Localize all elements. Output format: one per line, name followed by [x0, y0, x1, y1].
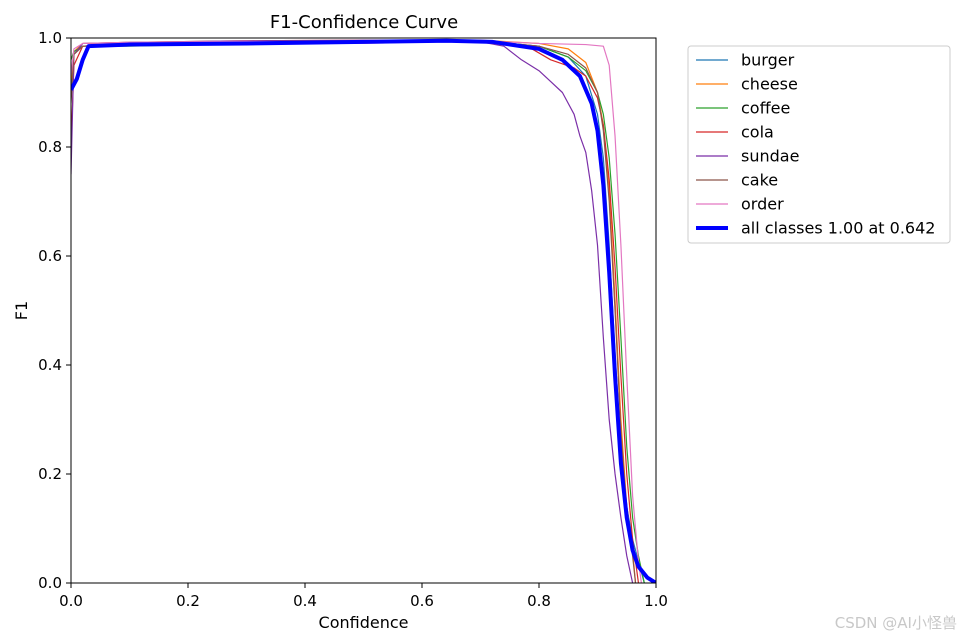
- legend-box: [687, 45, 951, 244]
- series-line-burger: [71, 40, 645, 583]
- series-line-order: [71, 40, 642, 583]
- y-axis-ticks: 0.0 0.2 0.4 0.6 0.8 1.0: [38, 29, 71, 592]
- series-lines: [71, 38, 656, 583]
- legend-label: all classes 1.00 at 0.642: [741, 219, 935, 238]
- legend-label: sundae: [741, 147, 799, 166]
- series-line-cake: [71, 40, 637, 583]
- y-tick-label: 0.8: [38, 138, 62, 156]
- x-tick-label: 1.0: [644, 592, 668, 610]
- series-line-sundae: [71, 39, 634, 583]
- x-axis-ticks: 0.0 0.2 0.4 0.6 0.8 1.0: [59, 583, 668, 610]
- x-tick-label: 0.4: [293, 592, 317, 610]
- x-axis-label: Confidence: [319, 613, 409, 632]
- legend-label: cheese: [741, 75, 798, 94]
- legend-label: coffee: [741, 99, 790, 118]
- series-line-all: [71, 38, 656, 583]
- y-tick-label: 0.0: [38, 574, 62, 592]
- x-tick-label: 0.2: [176, 592, 200, 610]
- legend-label: burger: [741, 51, 795, 70]
- x-tick-label: 0.8: [527, 592, 551, 610]
- plot-frame: [70, 37, 657, 584]
- y-tick-label: 0.4: [38, 356, 62, 374]
- y-axis-label: F1: [12, 301, 31, 320]
- chart-title: F1-Confidence Curve: [270, 12, 458, 33]
- series-line-cola: [71, 40, 640, 583]
- legend: burger cheese coffee cola sundae cake order all…: [687, 45, 951, 244]
- watermark: CSDN @AI小怪兽: [834, 614, 957, 632]
- y-tick-label: 0.6: [38, 247, 62, 265]
- legend-label: order: [741, 195, 784, 214]
- series-line-cheese: [71, 39, 637, 583]
- x-tick-label: 0.0: [59, 592, 83, 610]
- plot-area: [70, 37, 657, 584]
- legend-label: cola: [741, 123, 774, 142]
- series-line-coffee: [71, 40, 645, 583]
- y-tick-label: 1.0: [38, 29, 62, 47]
- legend-label: cake: [741, 171, 778, 190]
- y-tick-label: 0.2: [38, 465, 62, 483]
- x-tick-label: 0.6: [410, 592, 434, 610]
